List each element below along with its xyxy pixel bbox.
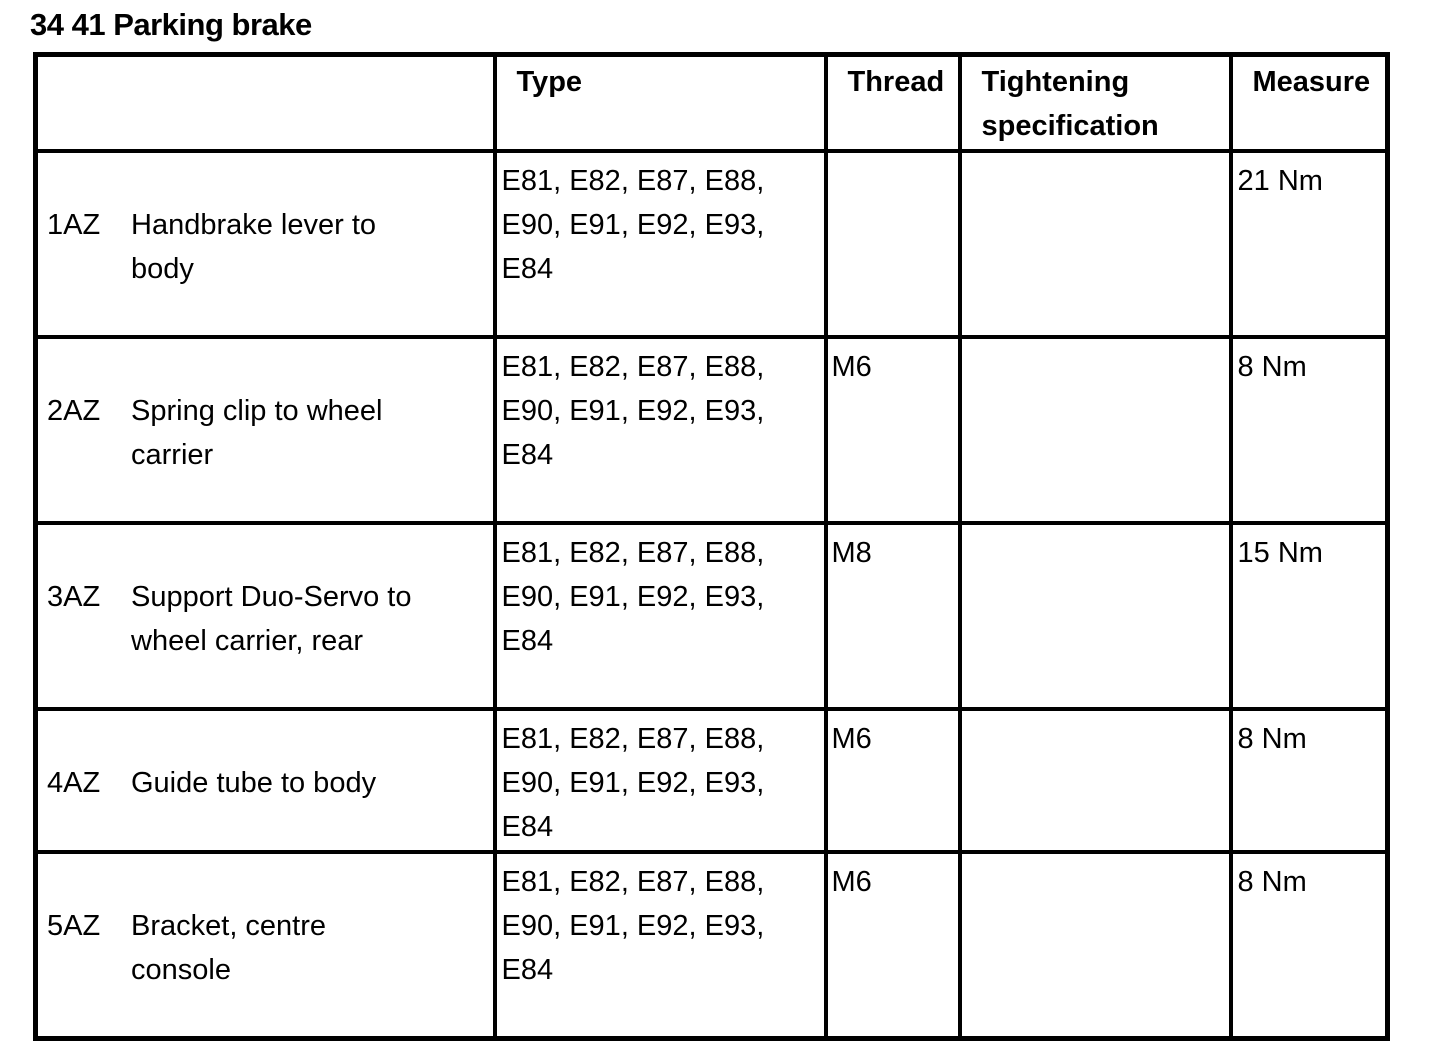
header-item bbox=[33, 52, 497, 153]
item-wrap: 4AZ Guide tube to body bbox=[40, 761, 491, 805]
thread-cell: M6 bbox=[823, 849, 962, 1040]
type-cell: E81, E82, E87, E88, E90, E91, E92, E93, … bbox=[492, 706, 828, 854]
table-body: 1AZ Handbrake lever to body E81, E82, E8… bbox=[33, 148, 1390, 1040]
item-cell: 3AZ Support Duo-Servo to wheel carrier, … bbox=[33, 520, 497, 711]
row-id: 2AZ bbox=[47, 394, 101, 427]
item-wrap: 3AZ Support Duo-Servo to wheel carrier, … bbox=[40, 575, 491, 663]
type-cell: E81, E82, E87, E88, E90, E91, E92, E93, … bbox=[492, 148, 828, 339]
tightening-specification-cell bbox=[957, 334, 1233, 525]
measure-cell: 8 Nm bbox=[1228, 849, 1390, 1040]
header-measure: Measure bbox=[1228, 52, 1390, 153]
tightening-specification-cell bbox=[957, 849, 1233, 1040]
tightening-specification-cell bbox=[957, 520, 1233, 711]
item-wrap: 5AZ Bracket, centre console bbox=[40, 904, 491, 992]
item-cell: 4AZ Guide tube to body bbox=[33, 706, 497, 854]
row-description: Bracket, centre console bbox=[131, 909, 327, 986]
measure-cell: 15 Nm bbox=[1228, 520, 1390, 711]
thread-cell bbox=[823, 148, 962, 339]
thread-cell: M6 bbox=[823, 706, 962, 854]
measure-cell: 8 Nm bbox=[1228, 334, 1390, 525]
type-cell: E81, E82, E87, E88, E90, E91, E92, E93, … bbox=[492, 334, 828, 525]
row-description: Spring clip to wheel carrier bbox=[131, 394, 383, 471]
row-id: 4AZ bbox=[47, 766, 101, 799]
row-description: Guide tube to body bbox=[131, 766, 377, 799]
item-cell: 1AZ Handbrake lever to body bbox=[33, 148, 497, 339]
table-row: 3AZ Support Duo-Servo to wheel carrier, … bbox=[33, 520, 1390, 711]
row-id: 1AZ bbox=[47, 208, 101, 241]
tightening-specification-cell bbox=[957, 148, 1233, 339]
thread-cell: M6 bbox=[823, 334, 962, 525]
table-row: 4AZ Guide tube to body E81, E82, E87, E8… bbox=[33, 706, 1390, 854]
header-type: Type bbox=[492, 52, 828, 153]
page-title: 34 41 Parking brake bbox=[30, 7, 312, 42]
table-header: Type Thread Tightening specification Mea… bbox=[33, 52, 1390, 153]
document-page: 34 41 Parking brake Type Thread Tighteni… bbox=[30, 7, 1390, 1041]
thread-cell: M8 bbox=[823, 520, 962, 711]
torque-spec-table: Type Thread Tightening specification Mea… bbox=[33, 52, 1390, 1041]
tightening-specification-cell bbox=[957, 706, 1233, 854]
table-row: 5AZ Bracket, centre console E81, E82, E8… bbox=[33, 849, 1390, 1040]
row-id: 3AZ bbox=[47, 580, 101, 613]
measure-cell: 21 Nm bbox=[1228, 148, 1390, 339]
item-wrap: 2AZ Spring clip to wheel carrier bbox=[40, 389, 491, 477]
row-id: 5AZ bbox=[47, 909, 101, 942]
item-cell: 2AZ Spring clip to wheel carrier bbox=[33, 334, 497, 525]
table-row: 1AZ Handbrake lever to body E81, E82, E8… bbox=[33, 148, 1390, 339]
row-description: Handbrake lever to body bbox=[131, 208, 377, 285]
type-cell: E81, E82, E87, E88, E90, E91, E92, E93, … bbox=[492, 520, 828, 711]
row-description: Support Duo-Servo to wheel carrier, rear bbox=[131, 580, 412, 657]
measure-cell: 8 Nm bbox=[1228, 706, 1390, 854]
item-wrap: 1AZ Handbrake lever to body bbox=[40, 203, 491, 291]
table-row: 2AZ Spring clip to wheel carrier E81, E8… bbox=[33, 334, 1390, 525]
header-row: Type Thread Tightening specification Mea… bbox=[33, 52, 1390, 153]
type-cell: E81, E82, E87, E88, E90, E91, E92, E93, … bbox=[492, 849, 828, 1040]
header-tightening-specification: Tightening specification bbox=[957, 52, 1233, 153]
item-cell: 5AZ Bracket, centre console bbox=[33, 849, 497, 1040]
header-thread: Thread bbox=[823, 52, 962, 153]
